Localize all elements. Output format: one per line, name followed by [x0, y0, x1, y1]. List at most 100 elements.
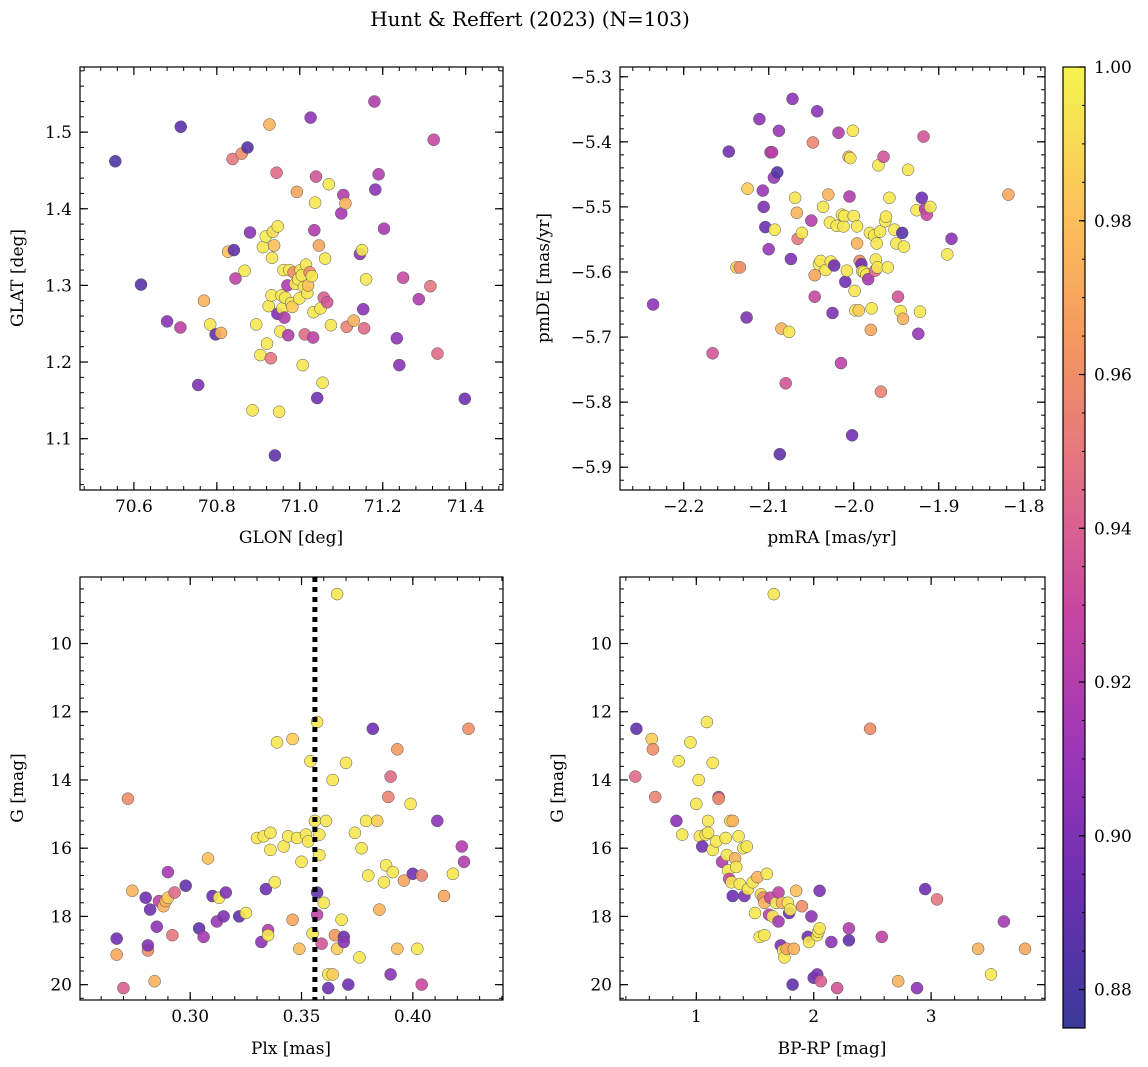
- data-point: [768, 223, 781, 236]
- data-point: [805, 214, 818, 227]
- data-point: [863, 722, 877, 736]
- data-point: [712, 792, 725, 805]
- x-tick-label: 0.35: [283, 1007, 321, 1027]
- data-point: [412, 292, 426, 306]
- y-tick-label: 1.1: [45, 430, 72, 450]
- data-point: [719, 831, 732, 845]
- data-point: [729, 860, 743, 874]
- data-point: [359, 273, 373, 286]
- data-point: [917, 130, 930, 143]
- x-tick-label: 0.40: [394, 1007, 432, 1027]
- data-point: [830, 981, 844, 995]
- data-point: [286, 300, 299, 314]
- data-point: [675, 828, 689, 841]
- data-point: [861, 272, 875, 286]
- y-tick-label: 20: [50, 976, 72, 996]
- data-point: [357, 322, 371, 335]
- data-point: [306, 331, 320, 344]
- data-point: [706, 347, 719, 360]
- x-tick-label: −2.0: [833, 497, 874, 517]
- y-tick-label: 20: [590, 976, 612, 996]
- data-point: [295, 855, 308, 869]
- data-point: [844, 151, 857, 165]
- data-point: [825, 935, 838, 949]
- x-tick-label: −2.2: [663, 497, 704, 517]
- y-tick-label: −5.4: [571, 133, 612, 153]
- data-point: [243, 226, 257, 239]
- data-point: [879, 210, 893, 223]
- data-point: [757, 200, 770, 214]
- data-point: [141, 939, 155, 952]
- data-point: [827, 259, 841, 272]
- data-point: [372, 168, 385, 181]
- y-tick-label: 10: [590, 635, 612, 655]
- data-point: [706, 756, 719, 770]
- proper-motion-plot-frame: [619, 66, 1046, 491]
- data-point: [767, 587, 781, 601]
- data-point: [695, 840, 709, 853]
- colorbar-tick-label: 1.00: [1094, 58, 1132, 78]
- data-point: [264, 826, 277, 840]
- data-point: [771, 166, 784, 179]
- data-point: [320, 296, 334, 309]
- data-point: [286, 913, 299, 927]
- data-point: [316, 376, 329, 389]
- data-point: [335, 913, 348, 927]
- data-point: [765, 146, 779, 159]
- data-point: [897, 240, 911, 253]
- data-point: [788, 191, 802, 205]
- data-point: [984, 968, 998, 981]
- data-point: [265, 251, 279, 265]
- data-point: [901, 163, 915, 177]
- data-point: [881, 261, 895, 274]
- data-point: [377, 222, 391, 235]
- data-point: [308, 223, 321, 237]
- data-point: [256, 240, 270, 254]
- y-tick-label: 12: [590, 703, 612, 723]
- data-point: [847, 209, 860, 223]
- x-tick-label: 2: [808, 1007, 819, 1027]
- data-point: [214, 326, 228, 340]
- data-point: [1002, 188, 1015, 201]
- data-point: [263, 118, 276, 131]
- data-point: [355, 243, 369, 257]
- data-point: [700, 715, 714, 729]
- data-point: [813, 884, 826, 898]
- colorbar-tick-label: 0.88: [1094, 981, 1132, 1001]
- proper-motion-ylabel: pmDE [mas/yr]: [534, 213, 554, 343]
- data-point: [373, 903, 386, 916]
- data-point: [259, 882, 273, 896]
- data-point: [852, 304, 866, 317]
- data-point: [779, 377, 792, 390]
- data-point: [455, 840, 469, 853]
- data-point: [784, 252, 798, 266]
- position-xlabel: GLON [deg]: [239, 528, 343, 548]
- data-point: [117, 981, 130, 995]
- data-point: [321, 981, 335, 995]
- data-point: [342, 978, 355, 991]
- data-point: [348, 826, 362, 840]
- data-point: [270, 736, 284, 749]
- data-point: [837, 220, 850, 233]
- data-point: [166, 928, 179, 942]
- data-point: [787, 942, 801, 956]
- data-point: [684, 736, 697, 749]
- data-point: [355, 841, 368, 855]
- y-tick-label: 14: [590, 771, 612, 791]
- data-point: [822, 188, 835, 201]
- proper-motion-xlabel: pmRA [mas/yr]: [767, 528, 896, 548]
- data-point: [845, 429, 859, 442]
- data-point: [249, 318, 263, 331]
- data-point: [840, 264, 854, 277]
- parallax-xlabel: Plx [mas]: [251, 1039, 331, 1059]
- data-point: [382, 790, 395, 804]
- data-point: [148, 974, 161, 988]
- data-point: [740, 840, 754, 853]
- data-point: [219, 886, 233, 899]
- data-point: [877, 150, 890, 164]
- data-point: [427, 133, 440, 147]
- color-magnitude-ylabel: G [mag]: [548, 753, 568, 822]
- data-point: [431, 814, 444, 828]
